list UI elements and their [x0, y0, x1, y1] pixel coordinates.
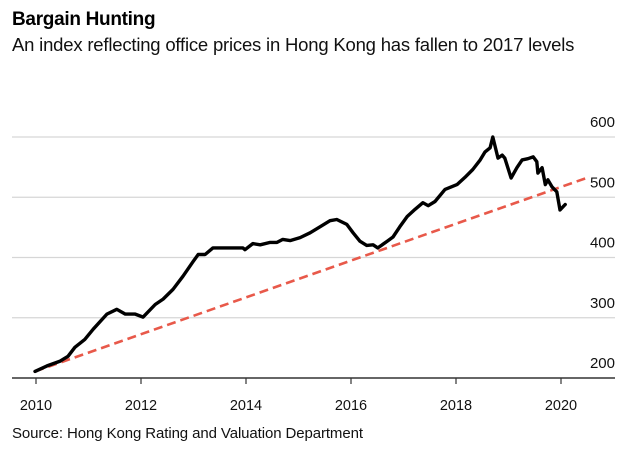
x-tick-label-2016: 2016	[335, 398, 367, 414]
x-tick-label-2020: 2020	[545, 398, 577, 414]
x-axis-labels: 2010 2012 2014 2016 2018 2020	[20, 398, 577, 414]
y-tick-label-600: 600	[590, 114, 615, 131]
y-tick-label-500: 500	[590, 174, 615, 191]
y-tick-label-300: 300	[590, 295, 615, 312]
trend-line	[34, 175, 591, 373]
x-axis	[12, 377, 615, 384]
y-axis-labels: 200 300 400 500 600	[590, 114, 615, 372]
gridlines	[12, 136, 615, 319]
x-tick-label-2014: 2014	[230, 398, 262, 414]
y-tick-label-400: 400	[590, 235, 615, 252]
chart-subtitle: An index reflecting office prices in Hon…	[12, 34, 575, 55]
x-tick-label-2010: 2010	[20, 398, 52, 414]
series-group	[33, 135, 591, 374]
chart-title: Bargain Hunting	[12, 9, 156, 30]
source-note: Source: Hong Kong Rating and Valuation D…	[12, 425, 363, 442]
y-tick-label-200: 200	[590, 355, 615, 372]
price-index-line	[33, 135, 567, 374]
x-tick-label-2012: 2012	[125, 398, 157, 414]
x-tick-label-2018: 2018	[440, 398, 472, 414]
